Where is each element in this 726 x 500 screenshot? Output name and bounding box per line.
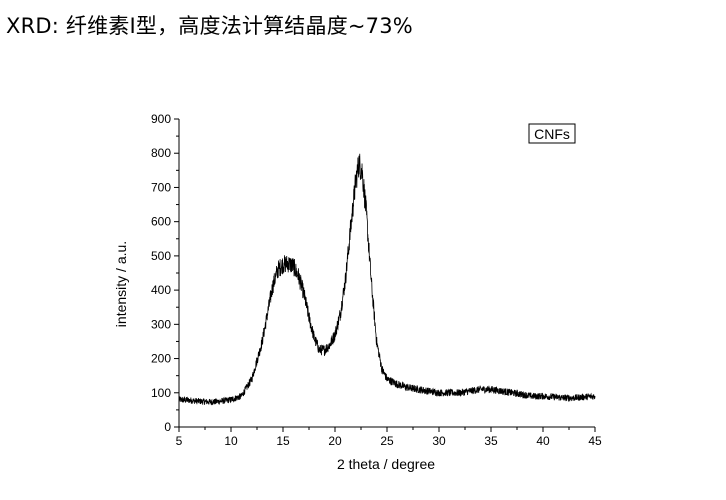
- x-tick-label: 10: [224, 434, 238, 448]
- x-tick-label: 20: [328, 434, 342, 448]
- y-tick-label: 200: [151, 352, 171, 366]
- y-tick-label: 800: [151, 146, 171, 160]
- y-tick-label: 500: [151, 249, 171, 263]
- y-axis-label: intensity / a.u.: [113, 241, 129, 327]
- legend-box: [528, 123, 576, 144]
- page-heading: XRD: 纤维素I型，高度法计算结晶度~73%: [6, 14, 413, 38]
- y-tick-label: 300: [151, 317, 171, 331]
- y-tick-label: 400: [151, 283, 171, 297]
- legend-label-cnfs: CNFs: [534, 126, 570, 142]
- y-tick-label: 100: [151, 386, 171, 400]
- x-tick-label: 25: [380, 434, 394, 448]
- axes: 5 10 15 20 25 30 35 40 45 0 100 200 300 400 500 600 700 8…: [151, 112, 602, 448]
- series-line-cnfs: [178, 153, 596, 406]
- y-tick-label: 700: [151, 180, 171, 194]
- x-tick-label: 15: [276, 434, 290, 448]
- plot-area: [178, 153, 596, 406]
- x-tick-label: 5: [176, 434, 183, 448]
- x-tick-label: 30: [432, 434, 446, 448]
- x-tick-label: 35: [484, 434, 498, 448]
- y-tick-label: 0: [164, 420, 171, 434]
- x-axis-label: 2 theta / degree: [337, 456, 435, 472]
- x-tick-label: 40: [536, 434, 550, 448]
- x-tick-label: 45: [588, 434, 602, 448]
- y-tick-label: 900: [151, 112, 171, 126]
- y-tick-label: 600: [151, 215, 171, 229]
